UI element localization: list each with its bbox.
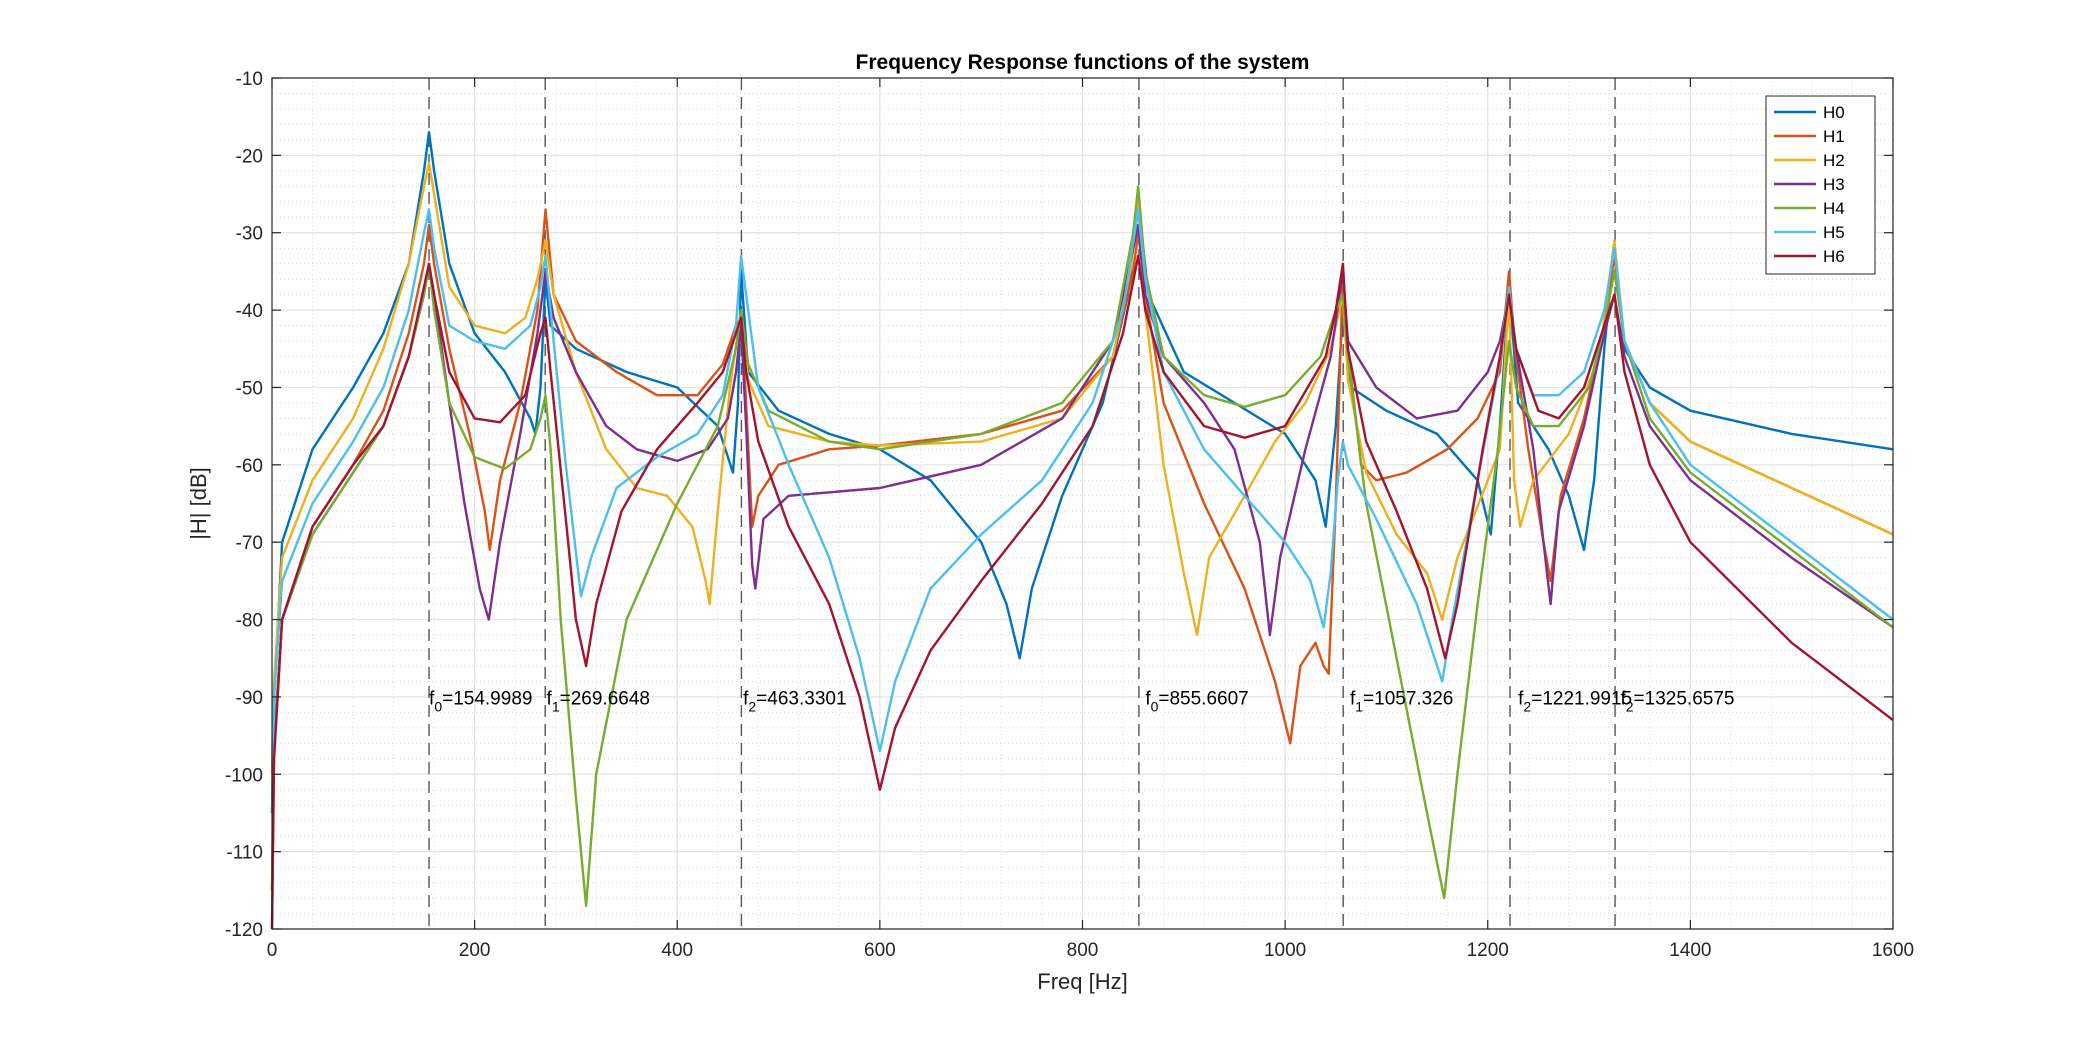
chart-title: Frequency Response functions of the syst…: [856, 51, 1310, 74]
y-tick-label: -70: [236, 533, 263, 554]
y-tick-label: -50: [236, 378, 263, 399]
x-tick-label: 1400: [1669, 940, 1711, 961]
frequency-annotation: f2=1325.6575: [1620, 689, 1734, 715]
series-line-h2: [270, 161, 1894, 775]
legend-label-h6: H6: [1823, 247, 1845, 266]
y-tick-label: -40: [236, 301, 263, 322]
y-tick-label: -120: [225, 920, 263, 941]
x-tick-label: 400: [661, 940, 693, 961]
legend-label-h5: H5: [1823, 223, 1845, 242]
y-tick-label: -110: [226, 843, 263, 864]
frequency-annotation: f1=269.6648: [547, 689, 650, 715]
y-tick-label: -20: [236, 146, 263, 167]
y-tick-label: -30: [236, 224, 263, 245]
y-tick-label: -100: [225, 765, 263, 786]
frequency-annotation: f0=154.9989: [429, 689, 532, 715]
series-line-h4: [270, 185, 1894, 907]
legend-label-h0: H0: [1823, 103, 1845, 122]
x-tick-label: 1200: [1467, 940, 1509, 961]
frequency-annotation: f1=1057.326: [1350, 689, 1453, 715]
series-line-h6: [270, 254, 1894, 930]
y-tick-label: -80: [236, 611, 263, 632]
y-tick-label: -60: [236, 456, 263, 477]
frequency-annotation: f2=1221.9915: [1518, 689, 1632, 715]
legend-label-h2: H2: [1823, 151, 1845, 170]
x-tick-label: 800: [1067, 940, 1099, 961]
legend-label-h4: H4: [1823, 199, 1845, 218]
x-tick-label: 600: [864, 940, 896, 961]
x-tick-label: 0: [267, 940, 278, 961]
x-tick-label: 1600: [1872, 940, 1914, 961]
x-tick-label: 200: [459, 940, 491, 961]
frequency-annotation: f0=855.6607: [1145, 689, 1248, 715]
legend-label-h3: H3: [1823, 175, 1845, 194]
y-tick-label: -90: [236, 688, 263, 709]
y-tick-label: -10: [236, 69, 263, 90]
annotations: f0=154.9989 f1=269.6648 f2=463.3301 f0=855.…: [429, 689, 1734, 715]
x-tick-label: 1000: [1264, 940, 1306, 961]
legend: H0 H1 H2 H3 H4 H5 H6: [1765, 95, 1876, 275]
y-axis-label: |H| [dB]: [186, 467, 211, 540]
x-axis-label: Freq [Hz]: [1037, 969, 1127, 994]
frequency-annotation: f2=463.3301: [743, 689, 846, 715]
series-line-h3: [270, 223, 1894, 891]
legend-label-h1: H1: [1823, 127, 1845, 146]
axis-ticks: 0 200 400 600 800 1000 1200 1400 1600 -120 -110 -10…: [225, 69, 1914, 961]
series-layer: [270, 131, 1894, 930]
